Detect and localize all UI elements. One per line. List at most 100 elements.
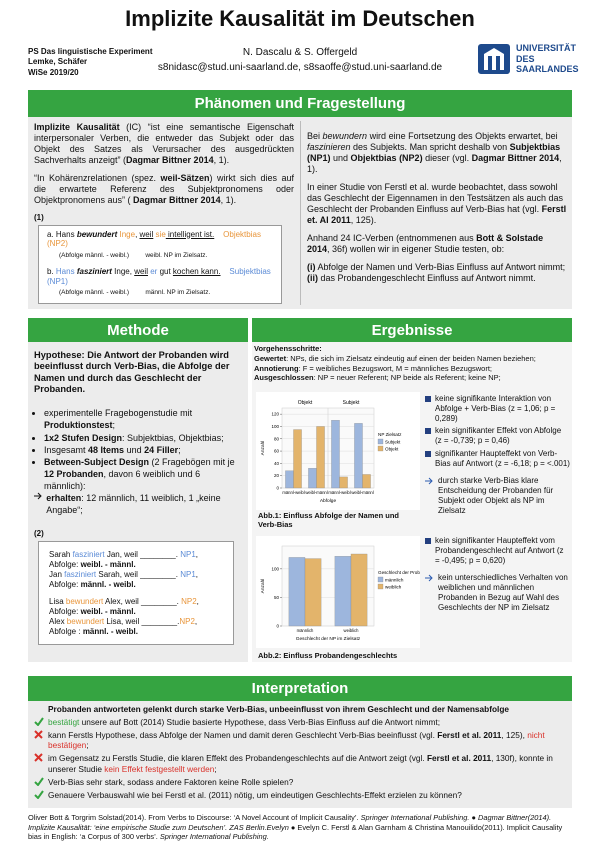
legend-label: Subjekt	[385, 440, 401, 445]
arrow-icon	[34, 492, 42, 500]
text-run: bewundert	[65, 597, 104, 607]
text-run: weibl. - männl.	[80, 607, 136, 617]
text-run: Ferstl et al. 2011	[437, 730, 502, 741]
text-run: Insgesamt	[44, 444, 89, 455]
text-block: Between-Subject Design (2 Fragebögen mit…	[44, 456, 242, 492]
text-run: , 125).	[350, 214, 377, 225]
text-run: Inge	[119, 229, 136, 239]
text-run: Annotierung	[254, 363, 299, 373]
text-run: Lisa, weil ________.	[104, 616, 180, 626]
panel-label: Subjekt	[343, 400, 360, 406]
text-run: gut	[157, 266, 173, 276]
text-run: Bei	[307, 131, 323, 141]
text-run: kein unterschiedliches Verhalten von wei…	[438, 573, 568, 612]
text-run: Sarah	[49, 550, 73, 560]
text-block: keine signifikante Interaktion von Abfol…	[425, 394, 570, 423]
text-run: Vorgehensschritte:	[254, 344, 322, 353]
y-axis-label: Anzahl	[260, 441, 266, 456]
bar	[362, 474, 371, 489]
example-box: Sarah fasziniert Jan, weil ________. NP1…	[38, 541, 234, 646]
legend-title: Geschlecht der Probanden	[378, 570, 420, 575]
text-run: (IC) “ist eine semantische Eigenschaft i…	[34, 122, 294, 165]
logo-icon	[478, 44, 510, 74]
text-run: : Subjektbias, Objektbias;	[122, 432, 224, 443]
panel-label: Objekt	[298, 400, 313, 406]
text-run: Inge,	[111, 266, 135, 276]
text-run: Produktionstest	[44, 420, 113, 431]
section-banner: Ergebnisse	[252, 318, 572, 342]
text-run: ;	[178, 444, 181, 455]
text-run: (1)	[34, 212, 44, 222]
text-run: : F = weibliches Bezugswort, M = männlic…	[298, 363, 492, 373]
legend-swatch	[377, 583, 384, 590]
arrow-icon	[425, 574, 433, 582]
legend-label: Objekt	[385, 447, 399, 452]
text-run: NP1	[180, 569, 196, 579]
text-block: kann Ferstls Hypothese, dass Abfolge der…	[34, 730, 568, 750]
text-run: Objektbias (NP2)	[47, 229, 261, 249]
x-axis-label: Abfolge	[320, 498, 337, 504]
text-run: Dagmar Bittner 2014	[133, 194, 221, 205]
text-run: signifikanter Haupteffekt von Verb-Bias …	[435, 448, 570, 468]
text-run: ● Evelyn C. Ferstl & Alan Garnham & Chri…	[28, 822, 563, 842]
findings: kein signifikanter Haupteffekt vom Proba…	[425, 536, 570, 615]
text-run: ,	[135, 229, 140, 239]
text-run: Dagmar Bittner 2014	[126, 154, 214, 165]
text-run: Objektbias (NP2)	[350, 152, 423, 163]
y-tick-label: 40	[274, 461, 280, 466]
text-run: Dagmar Bittner 2014	[471, 152, 560, 163]
references: Oliver Bott & Torgrim Solstad(2014). Fro…	[28, 813, 572, 842]
text-run: Jan	[49, 569, 65, 579]
y-tick-label: 20	[274, 473, 280, 478]
logo: UNIVERSITÄT DES SAARLANDES	[476, 40, 579, 78]
text-run: sie	[155, 229, 166, 239]
text-block: Verb-Bias sehr stark, sodass andere Fakt…	[34, 777, 568, 787]
course-info: PS Das linguistische Experiment Lemke, Sc…	[28, 47, 152, 78]
title: Implizite Kausalität im Deutschen	[125, 6, 475, 31]
legend-swatch	[377, 438, 384, 445]
text-block: b. Hans fasziniert Inge, weil er gut koc…	[47, 267, 273, 287]
x-tick-label: weiblich	[344, 628, 360, 633]
text-run: Between-Subject Design	[44, 456, 150, 467]
text-run: , 1).	[307, 152, 562, 174]
section-banner: Phänomen und Fragestellung	[28, 90, 572, 117]
text-run: : 12 männlich, 11 weiblich, 1 „keine Ang…	[46, 493, 221, 516]
text-block: Sarah fasziniert Jan, weil ________. NP1…	[49, 550, 223, 589]
bar	[331, 420, 340, 489]
text-run: , davon 6 weiblich und 6 männlich):	[44, 469, 201, 492]
text-run: Dagmar Bittner(2014). Implizite Kausalit…	[28, 813, 552, 832]
section-banner: Methode	[28, 318, 248, 342]
text-run: kein signifikanter Haupteffekt vom Proba…	[435, 536, 564, 565]
text-run: In einer Studie von Ferstl et al. wurde …	[307, 181, 563, 214]
text-block: Insgesamt 48 Items und 24 Filler;	[44, 444, 242, 456]
check-icon	[34, 777, 44, 786]
text-run: bewundert	[76, 229, 118, 239]
text-run: , Abfolge:	[49, 569, 198, 589]
text-run: Probanden antworteten gelenkt durch star…	[48, 704, 510, 714]
caption: Abb.1: Einfluss Abfolge der Namen und Ve…	[258, 511, 399, 529]
text-run: Alex	[49, 616, 67, 626]
y-tick-label: 0	[276, 486, 279, 491]
text-block: In einer Studie von Ferstl et al. wurde …	[307, 182, 567, 226]
text-run: ;	[86, 740, 89, 751]
text-run: durch starke Verb-Bias klare Entscheidun…	[438, 476, 554, 515]
text-run: “In Kohärenzrelationen (spez.	[34, 172, 161, 183]
text-run: , 1).	[213, 154, 230, 165]
text-block: signifikanter Haupteffekt von Verb-Bias …	[425, 449, 570, 469]
y-tick-label: 50	[274, 595, 280, 600]
y-tick-label: 60	[274, 449, 280, 454]
section-banner: Interpretation	[28, 676, 572, 701]
text-run: fasziniert	[64, 569, 97, 579]
caption: Abb.2: Einfluss Probandengeschlechts	[258, 651, 398, 660]
text-run: Springer International Publishing.	[360, 813, 470, 822]
text-run: Lisa	[49, 597, 66, 607]
text-block: Implizite Kausalität (IC) “ist eine sema…	[34, 122, 294, 166]
bar	[334, 556, 352, 627]
text-run: , 125),	[501, 730, 528, 741]
text-run: NP2	[181, 597, 197, 607]
text-run: b.	[47, 266, 54, 276]
text-run: (ii)	[307, 272, 318, 283]
text-run: weibl. - männl.	[80, 560, 136, 570]
text-block: a. Hans bewundert Inge, weil sie intelli…	[47, 230, 273, 250]
